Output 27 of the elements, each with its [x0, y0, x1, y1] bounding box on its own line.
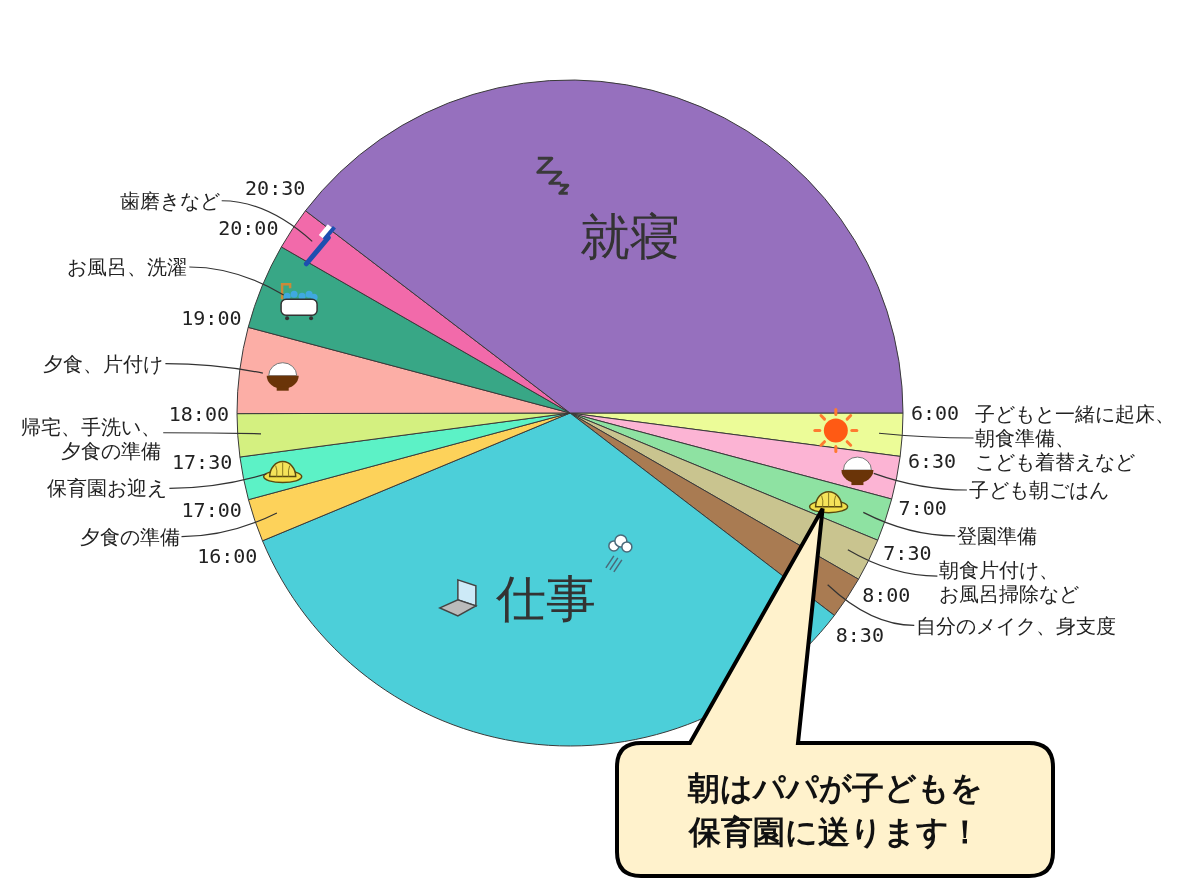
- category-label: 朝食片付け、お風呂掃除など: [939, 558, 1080, 607]
- category-label: 登園準備: [957, 524, 1038, 549]
- category-label: 子どもと一緒に起床、朝食準備、こども着替えなど: [975, 402, 1176, 475]
- category-label: 夕食の準備: [79, 524, 180, 549]
- time-label: 6:00: [911, 401, 960, 426]
- slice-label: 仕事: [495, 569, 596, 628]
- time-label: 7:30: [883, 540, 932, 565]
- category-label: 自分のメイク、身支度: [916, 613, 1117, 638]
- category-label: 帰宅、手洗い、夕食の準備: [21, 414, 162, 463]
- category-label: お風呂、洗濯: [67, 255, 188, 280]
- category-label: 保育園お迎え: [47, 476, 168, 501]
- time-label: 6:30: [907, 448, 957, 473]
- category-label: 夕食、片付け: [43, 351, 164, 376]
- category-label: 子ども朝ごはん: [968, 478, 1109, 503]
- time-label: 20:00: [218, 216, 279, 241]
- category-label: 歯磨きなど: [119, 188, 220, 213]
- slice-label: 就寝: [579, 208, 680, 267]
- time-label: 7:00: [898, 495, 947, 520]
- time-label: 20:30: [245, 175, 306, 200]
- time-label: 17:00: [181, 497, 242, 522]
- time-label: 17:30: [172, 450, 233, 475]
- time-label: 19:00: [181, 305, 242, 330]
- time-label: 8:00: [862, 583, 911, 608]
- time-label: 8:30: [835, 623, 884, 648]
- time-label: 18:00: [168, 401, 229, 426]
- time-label: 16:00: [197, 543, 258, 568]
- callout-text: 朝はパパが子どもを保育園に送ります！: [687, 769, 983, 851]
